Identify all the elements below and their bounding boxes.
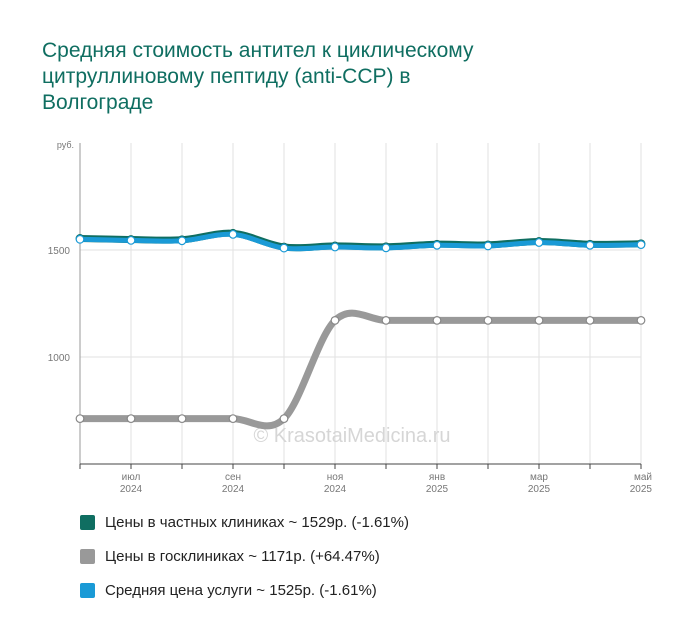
data-point <box>636 240 646 250</box>
data-point <box>483 316 493 325</box>
chart-axes: 15001000руб.июл2024сен2024ноя2024янв2025… <box>48 140 653 495</box>
x-tick-year: 2024 <box>324 484 347 495</box>
data-point <box>228 414 238 424</box>
x-tick-year: 2025 <box>528 484 551 495</box>
y-tick-label: 1000 <box>48 353 71 364</box>
chart-series <box>75 228 646 430</box>
legend-item-average[interactable]: Средняя цена услуги ~ 1525р. (-1.61%) <box>80 580 409 600</box>
legend-label: Цены в частных клиниках ~ 1529р. (-1.61%… <box>105 513 409 531</box>
chart-title-line: Волгограде <box>42 91 154 114</box>
legend-swatch <box>80 548 95 564</box>
data-point <box>75 414 85 424</box>
legend-label: Цены в госклиниках ~ 1171р. (+64.47%) <box>105 547 380 565</box>
x-tick-year: 2024 <box>120 484 143 495</box>
x-tick-label: мар <box>530 472 548 483</box>
x-tick-year: 2025 <box>630 484 653 495</box>
data-point <box>279 414 289 424</box>
legend-item-public[interactable]: Цены в госклиниках ~ 1171р. (+64.47%) <box>80 546 409 566</box>
data-point <box>75 234 85 244</box>
data-point <box>228 229 238 239</box>
legend-swatch <box>80 582 95 598</box>
data-point <box>534 238 544 247</box>
data-point <box>126 414 136 424</box>
data-point <box>585 316 595 325</box>
data-point <box>126 235 136 245</box>
y-tick-label: 1500 <box>48 246 71 257</box>
x-tick-year: 2025 <box>426 484 449 495</box>
data-point <box>177 414 187 424</box>
legend-swatch <box>80 514 95 530</box>
x-tick-label: май <box>634 472 652 483</box>
data-point <box>381 243 391 253</box>
data-point <box>381 316 391 325</box>
data-point <box>483 241 493 251</box>
x-tick-label: июл <box>122 472 141 483</box>
watermark-text: © KrasotaiMedicina.ru <box>253 425 450 447</box>
data-point <box>177 236 187 246</box>
data-point <box>330 242 340 252</box>
series-line <box>76 309 645 430</box>
data-point <box>279 243 289 253</box>
chart-legend: Цены в частных клиниках ~ 1529р. (-1.61%… <box>80 512 409 614</box>
x-tick-label: ноя <box>327 472 344 483</box>
x-tick-year: 2024 <box>222 484 245 495</box>
chart-title-line: Средняя стоимость антител к циклическому <box>42 39 474 62</box>
series-line <box>77 231 644 252</box>
data-point <box>585 240 595 250</box>
data-point <box>636 316 646 325</box>
chart-title: Средняя стоимость антител к циклическому… <box>42 38 642 116</box>
x-tick-label: янв <box>429 472 445 483</box>
chart-title-line: цитруллиновому пептиду (anti-CCP) в <box>42 65 411 88</box>
y-axis-unit: руб. <box>57 140 74 150</box>
data-point <box>432 316 442 325</box>
data-point <box>534 316 544 325</box>
x-tick-label: сен <box>225 472 241 483</box>
data-point <box>330 316 340 325</box>
legend-item-private[interactable]: Цены в частных клиниках ~ 1529р. (-1.61%… <box>80 512 409 532</box>
legend-label: Средняя цена услуги ~ 1525р. (-1.61%) <box>105 581 377 599</box>
data-point <box>432 240 442 250</box>
